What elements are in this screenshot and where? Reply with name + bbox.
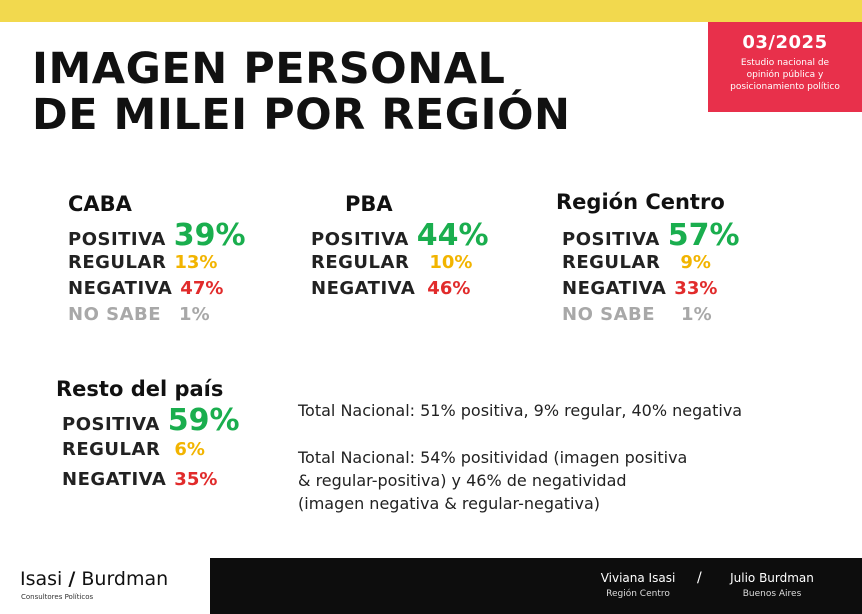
- summary-line-2: Total Nacional: 54% positividad (imagen …: [298, 448, 688, 513]
- author-isasi: Viviana Isasi Región Centro: [600, 571, 676, 599]
- row-positiva: POSITIVA 39%: [68, 218, 246, 253]
- logo: Isasi / Burdman: [20, 568, 169, 590]
- row-regular: REGULAR 6%: [62, 439, 205, 460]
- region-centro: Región Centro POSITIVA 57% REGULAR 9% NE…: [556, 190, 740, 330]
- row-negativa: NEGATIVA 33%: [562, 278, 718, 299]
- footer-authors-area: [210, 558, 862, 614]
- row-regular: REGULAR 13%: [68, 252, 218, 273]
- summary-line-1: Total Nacional: 51% positiva, 9% regular…: [298, 401, 743, 420]
- region-resto: Resto del país POSITIVA 59% REGULAR 6% N…: [56, 377, 240, 495]
- row-positiva: POSITIVA 44%: [311, 218, 489, 253]
- date-label: 03/2025: [742, 32, 828, 53]
- footer: Isasi / Burdman Consultores Políticos: [0, 558, 862, 614]
- row-positiva: POSITIVA 59%: [62, 403, 240, 438]
- region-title: Región Centro: [556, 190, 725, 214]
- row-negativa: NEGATIVA 35%: [62, 469, 218, 490]
- region-caba: CABA POSITIVA 39% REGULAR 13% NEGATIVA 4…: [68, 192, 246, 330]
- region-title: CABA: [68, 192, 132, 216]
- date-badge: 03/2025 Estudio nacional de opinión públ…: [708, 22, 862, 112]
- row-no-sabe: NO SABE 1%: [562, 304, 712, 325]
- region-pba: PBA POSITIVA 44% REGULAR 10% NEGATIVA 46…: [311, 192, 489, 304]
- logo-subtitle: Consultores Políticos: [21, 593, 94, 601]
- footer-logo-area: Isasi / Burdman Consultores Políticos: [0, 558, 210, 614]
- row-positiva: POSITIVA 57%: [562, 218, 740, 253]
- region-title: Resto del país: [56, 377, 224, 401]
- row-regular: REGULAR 10%: [311, 252, 473, 273]
- row-regular: REGULAR 9%: [562, 252, 711, 273]
- author-burdman: Julio Burdman Buenos Aires: [730, 571, 814, 599]
- top-stripe: [0, 0, 862, 22]
- row-no-sabe: NO SABE 1%: [68, 304, 210, 325]
- page-title: IMAGEN PERSONAL DE MILEI POR REGIÓN: [32, 44, 571, 140]
- author-separator: /: [697, 570, 702, 586]
- region-title: PBA: [345, 192, 393, 216]
- row-negativa: NEGATIVA 47%: [68, 278, 224, 299]
- row-negativa: NEGATIVA 46%: [311, 278, 471, 299]
- study-subtitle: Estudio nacional de opinión pública y po…: [730, 58, 840, 92]
